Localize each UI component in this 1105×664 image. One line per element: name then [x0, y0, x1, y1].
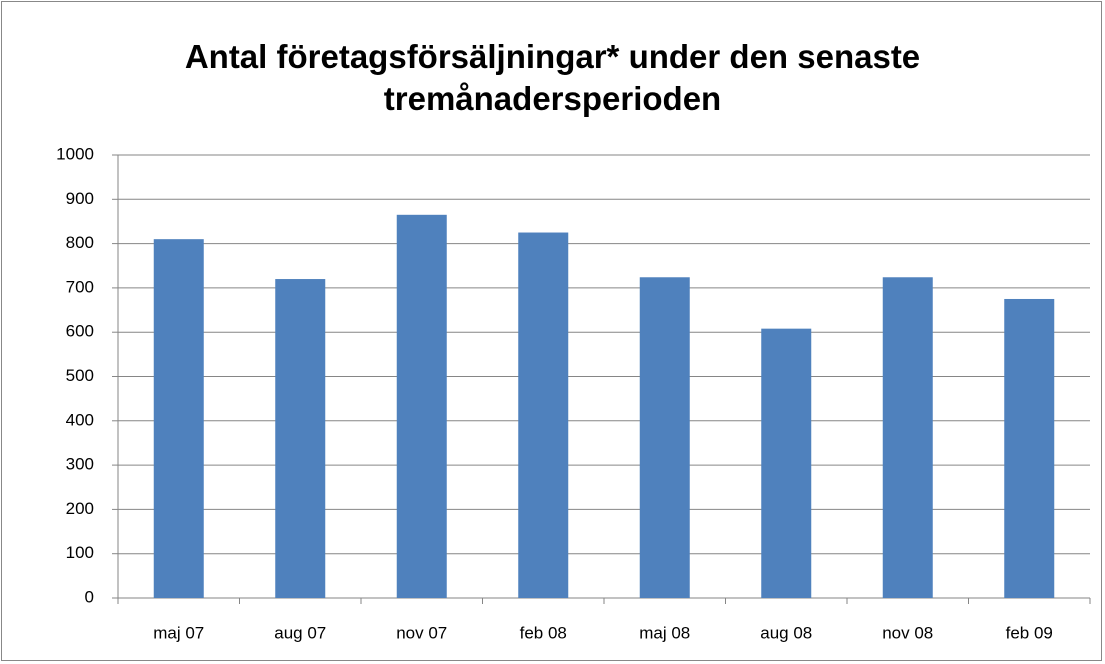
x-tick-label: nov 07 [396, 623, 447, 642]
y-tick-label: 200 [66, 499, 94, 518]
bar [396, 214, 447, 598]
chart-title: Antal företagsförsäljningar* under den s… [184, 38, 921, 117]
bar [518, 232, 569, 598]
bar [882, 277, 933, 598]
y-tick-label: 500 [66, 366, 94, 385]
bar [153, 239, 204, 599]
y-tick-label: 0 [85, 587, 94, 606]
x-tick-label: maj 08 [639, 623, 690, 642]
x-tick-label: feb 08 [520, 623, 567, 642]
y-tick-label: 100 [66, 543, 94, 562]
y-tick-label: 300 [66, 455, 94, 474]
x-tick-label: aug 08 [760, 623, 812, 642]
bar [761, 328, 812, 598]
y-tick-label: 700 [66, 277, 94, 296]
y-tick-label: 800 [66, 233, 94, 252]
x-tick-label: feb 09 [1006, 623, 1053, 642]
x-tick-label: maj 07 [153, 623, 204, 642]
y-tick-label: 400 [66, 410, 94, 429]
x-tick-label: nov 08 [882, 623, 933, 642]
x-tick-label: aug 07 [274, 623, 326, 642]
bar [275, 279, 326, 598]
bar [1004, 298, 1055, 598]
y-tick-label: 600 [66, 322, 94, 341]
bar [639, 277, 690, 598]
y-tick-label: 1000 [56, 144, 94, 163]
y-tick-label: 900 [66, 189, 94, 208]
